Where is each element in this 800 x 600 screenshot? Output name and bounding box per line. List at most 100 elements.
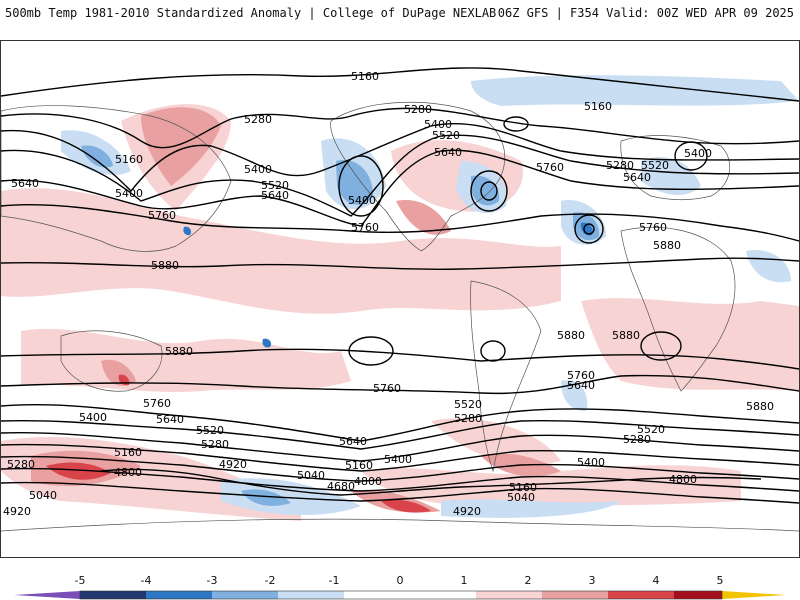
map-panel: 5160 5160 5280 5280 5400 5520 5640 5760 … (0, 40, 800, 558)
coastline-australia (60, 330, 163, 392)
legend-tick-label: 4 (652, 574, 660, 587)
contour-label: 5640 (623, 171, 651, 184)
colorbar-swatch (278, 591, 344, 599)
contour-label: 5640 (156, 413, 184, 426)
contour-label: 5160 (345, 459, 373, 472)
contour-label: 5760 (567, 369, 595, 382)
legend-tick-label: 1 (460, 574, 468, 587)
anomaly-pos-area (581, 298, 799, 391)
contour-label: 5040 (507, 491, 535, 504)
legend-tick-label: -5 (74, 574, 86, 587)
contour-label: 5760 (536, 161, 564, 174)
contour-label: 5280 (623, 433, 651, 446)
anomaly-neg2-area (336, 160, 373, 205)
header-bar: 500mb Temp 1981-2010 Standardized Anomal… (0, 0, 800, 40)
contour-5400-south (1, 432, 799, 462)
anomaly-pos2-area (396, 200, 451, 235)
contour-label: 5880 (653, 239, 681, 252)
legend-tick-label: -2 (264, 574, 276, 587)
contour-label: 5640 (339, 435, 367, 448)
contour-label: 5520 (432, 129, 460, 142)
colorbar-swatch (344, 591, 410, 599)
contour-label: 5040 (297, 469, 325, 482)
contour-5160 (1, 67, 799, 102)
contour-label: 5280 (7, 458, 35, 471)
colorbar-svg (14, 590, 786, 600)
contour-5880-south (1, 348, 799, 370)
colorbar-swatch (542, 591, 608, 599)
colorbar-arrow-right (722, 591, 786, 599)
contour-label: 5160 (584, 100, 612, 113)
contour-label: 5280 (201, 438, 229, 451)
contour-5640-south (1, 403, 799, 442)
legend-tick-label: 5 (716, 574, 724, 587)
colorbar-swatch (410, 591, 476, 599)
anomaly-pos-area (361, 465, 741, 506)
anomaly-pos-area (1, 188, 561, 314)
colorbar-swatch (212, 591, 278, 599)
anomaly-neg-area (221, 478, 361, 516)
contour-label: 5520 (641, 159, 669, 172)
contour-label: 5280 (454, 412, 482, 425)
contour-5760 (1, 204, 799, 242)
contour-label: 5880 (151, 259, 179, 272)
contour-label: 5880 (557, 329, 585, 342)
anomaly-neg3-area (183, 226, 192, 236)
contour-label: 5520 (454, 398, 482, 411)
anomaly-neg-area (471, 75, 799, 106)
anomaly-neg2-area (241, 489, 291, 506)
contour-label: 5400 (348, 194, 376, 207)
contour-label: 5760 (148, 209, 176, 222)
contour-label: 4920 (453, 505, 481, 518)
colorbar-swatch (146, 591, 212, 599)
anomaly-neg-area (746, 250, 791, 283)
contour-labels: 5160 5160 5280 5280 5400 5520 5640 5760 … (3, 70, 774, 518)
colorbar (0, 560, 800, 600)
coastlines (1, 101, 799, 532)
anomaly-pos3-area (46, 462, 111, 480)
contour-label: 5760 (351, 221, 379, 234)
coastline-antarctica (1, 518, 799, 532)
legend-tick-label: -3 (206, 574, 218, 587)
contour-label: 4800 (354, 475, 382, 488)
contour-5520-south (1, 419, 799, 450)
anomaly-neg3-area (262, 338, 272, 348)
contour-label: 5400 (79, 411, 107, 424)
anomaly-pos3-area (381, 499, 431, 513)
coastline-africa (620, 226, 736, 392)
coastline-asia (1, 105, 232, 252)
model-run-label: 06Z GFS | F354 Valid: 00Z WED APR 09 202… (497, 6, 794, 20)
contour-5880 (1, 257, 799, 270)
contour-5280 (1, 107, 799, 149)
contour-label: 5640 (434, 146, 462, 159)
contour-label: 5160 (351, 70, 379, 83)
contour-low-atlantic-inner (583, 223, 595, 235)
anomaly-pos2-area (141, 107, 221, 186)
contour-label: 5160 (509, 481, 537, 494)
contour-label: 5400 (384, 453, 412, 466)
contour-label: 5280 (606, 159, 634, 172)
contour-label: 5880 (612, 329, 640, 342)
contour-5400 (1, 122, 799, 193)
contour-label: 4800 (114, 466, 142, 479)
contour-label: 5520 (196, 424, 224, 437)
contour-label: 5400 (115, 187, 143, 200)
anomaly-neg-area (441, 499, 621, 518)
contour-label: 5640 (11, 177, 39, 190)
contour-label: 5880 (746, 400, 774, 413)
contour-5280-south (1, 443, 799, 472)
anomaly-neg2-area (81, 145, 113, 168)
contour-label: 5160 (114, 446, 142, 459)
legend-tick-label: -4 (140, 574, 152, 587)
legend-tick-label: 0 (396, 574, 404, 587)
contour-5040-south (1, 467, 799, 492)
colorbar-swatch (80, 591, 146, 599)
contour-high-tropics (348, 336, 394, 366)
height-contours (1, 67, 799, 504)
coastline-north-america (330, 101, 505, 252)
contour-low-pacific (338, 155, 384, 217)
contour-5760-south (1, 374, 799, 395)
anomaly-map: 5160 5160 5280 5280 5400 5520 5640 5760 … (1, 67, 799, 532)
contour-label: 5280 (244, 113, 272, 126)
contour-high-samerica (480, 340, 506, 362)
